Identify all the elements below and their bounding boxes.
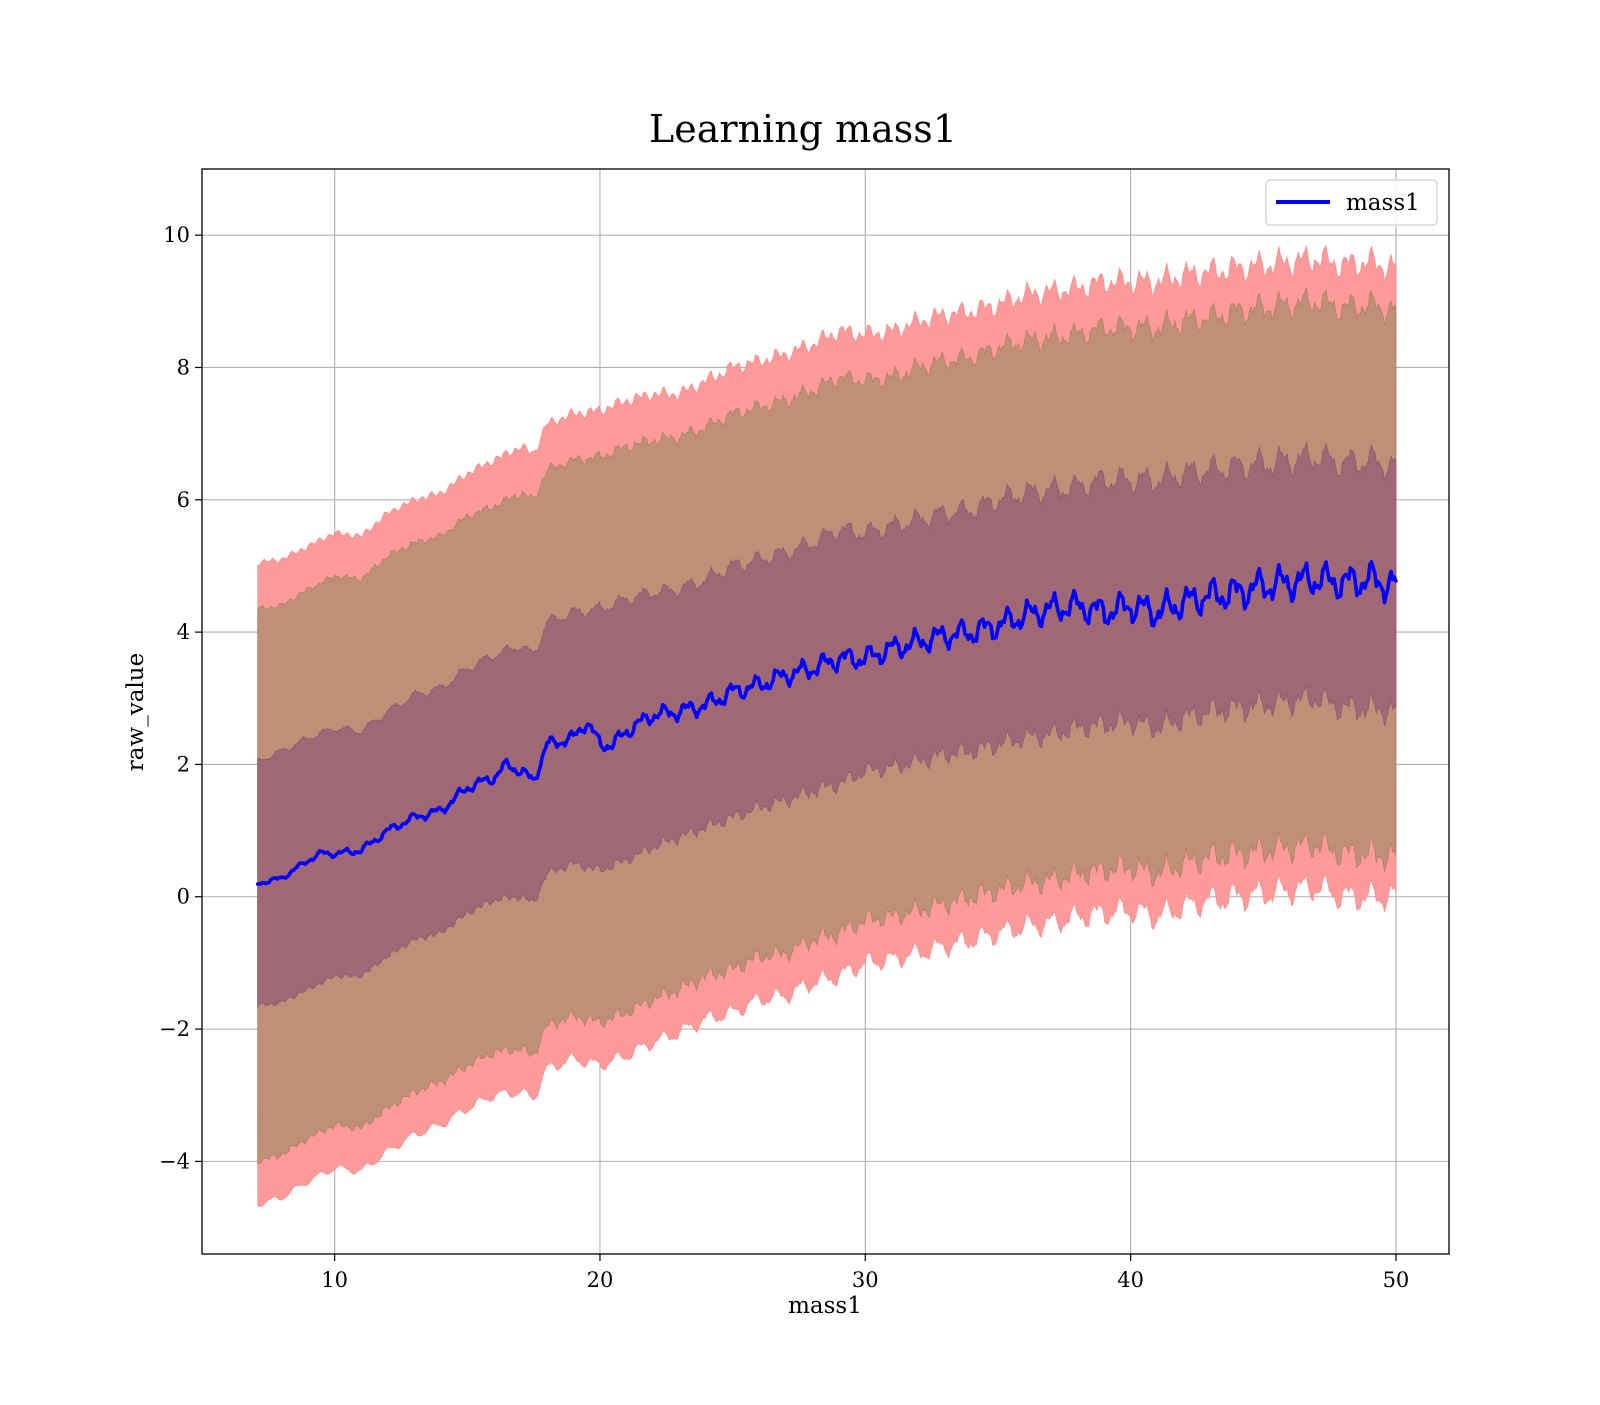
series-line-mass1 bbox=[255, 560, 1398, 886]
inner-band bbox=[257, 441, 1397, 1009]
uncertainty-bands bbox=[257, 244, 1397, 1207]
y-axis-label: raw_value bbox=[123, 653, 149, 771]
y-tick-label: 10 bbox=[163, 223, 190, 247]
x-tick-label: 30 bbox=[852, 1268, 879, 1292]
y-axis-ticks: −4 −2 0 2 4 6 8 10 bbox=[159, 223, 202, 1173]
plot-frame bbox=[201, 168, 1450, 1255]
y-tick-label: 0 bbox=[177, 885, 190, 909]
x-tick-label: 50 bbox=[1383, 1268, 1410, 1292]
x-tick-label: 10 bbox=[321, 1268, 348, 1292]
y-tick-label: 4 bbox=[177, 620, 190, 644]
y-tick-label: 8 bbox=[177, 355, 190, 379]
chart-title: Learning mass1 bbox=[649, 107, 957, 151]
series-line-layer bbox=[255, 560, 1398, 886]
legend-box bbox=[1265, 179, 1438, 226]
y-tick-label: 6 bbox=[177, 488, 190, 512]
y-tick-label: 2 bbox=[177, 752, 190, 776]
legend: mass1 bbox=[1265, 179, 1438, 226]
y-tick-label: −4 bbox=[159, 1149, 190, 1173]
x-axis-ticks: 10 20 30 40 50 bbox=[321, 1254, 1409, 1292]
x-axis-label: mass1 bbox=[788, 1293, 862, 1319]
y-tick-label: −2 bbox=[159, 1017, 190, 1041]
legend-label-mass1: mass1 bbox=[1346, 190, 1420, 216]
x-tick-label: 40 bbox=[1117, 1268, 1144, 1292]
x-tick-label: 20 bbox=[587, 1268, 614, 1292]
